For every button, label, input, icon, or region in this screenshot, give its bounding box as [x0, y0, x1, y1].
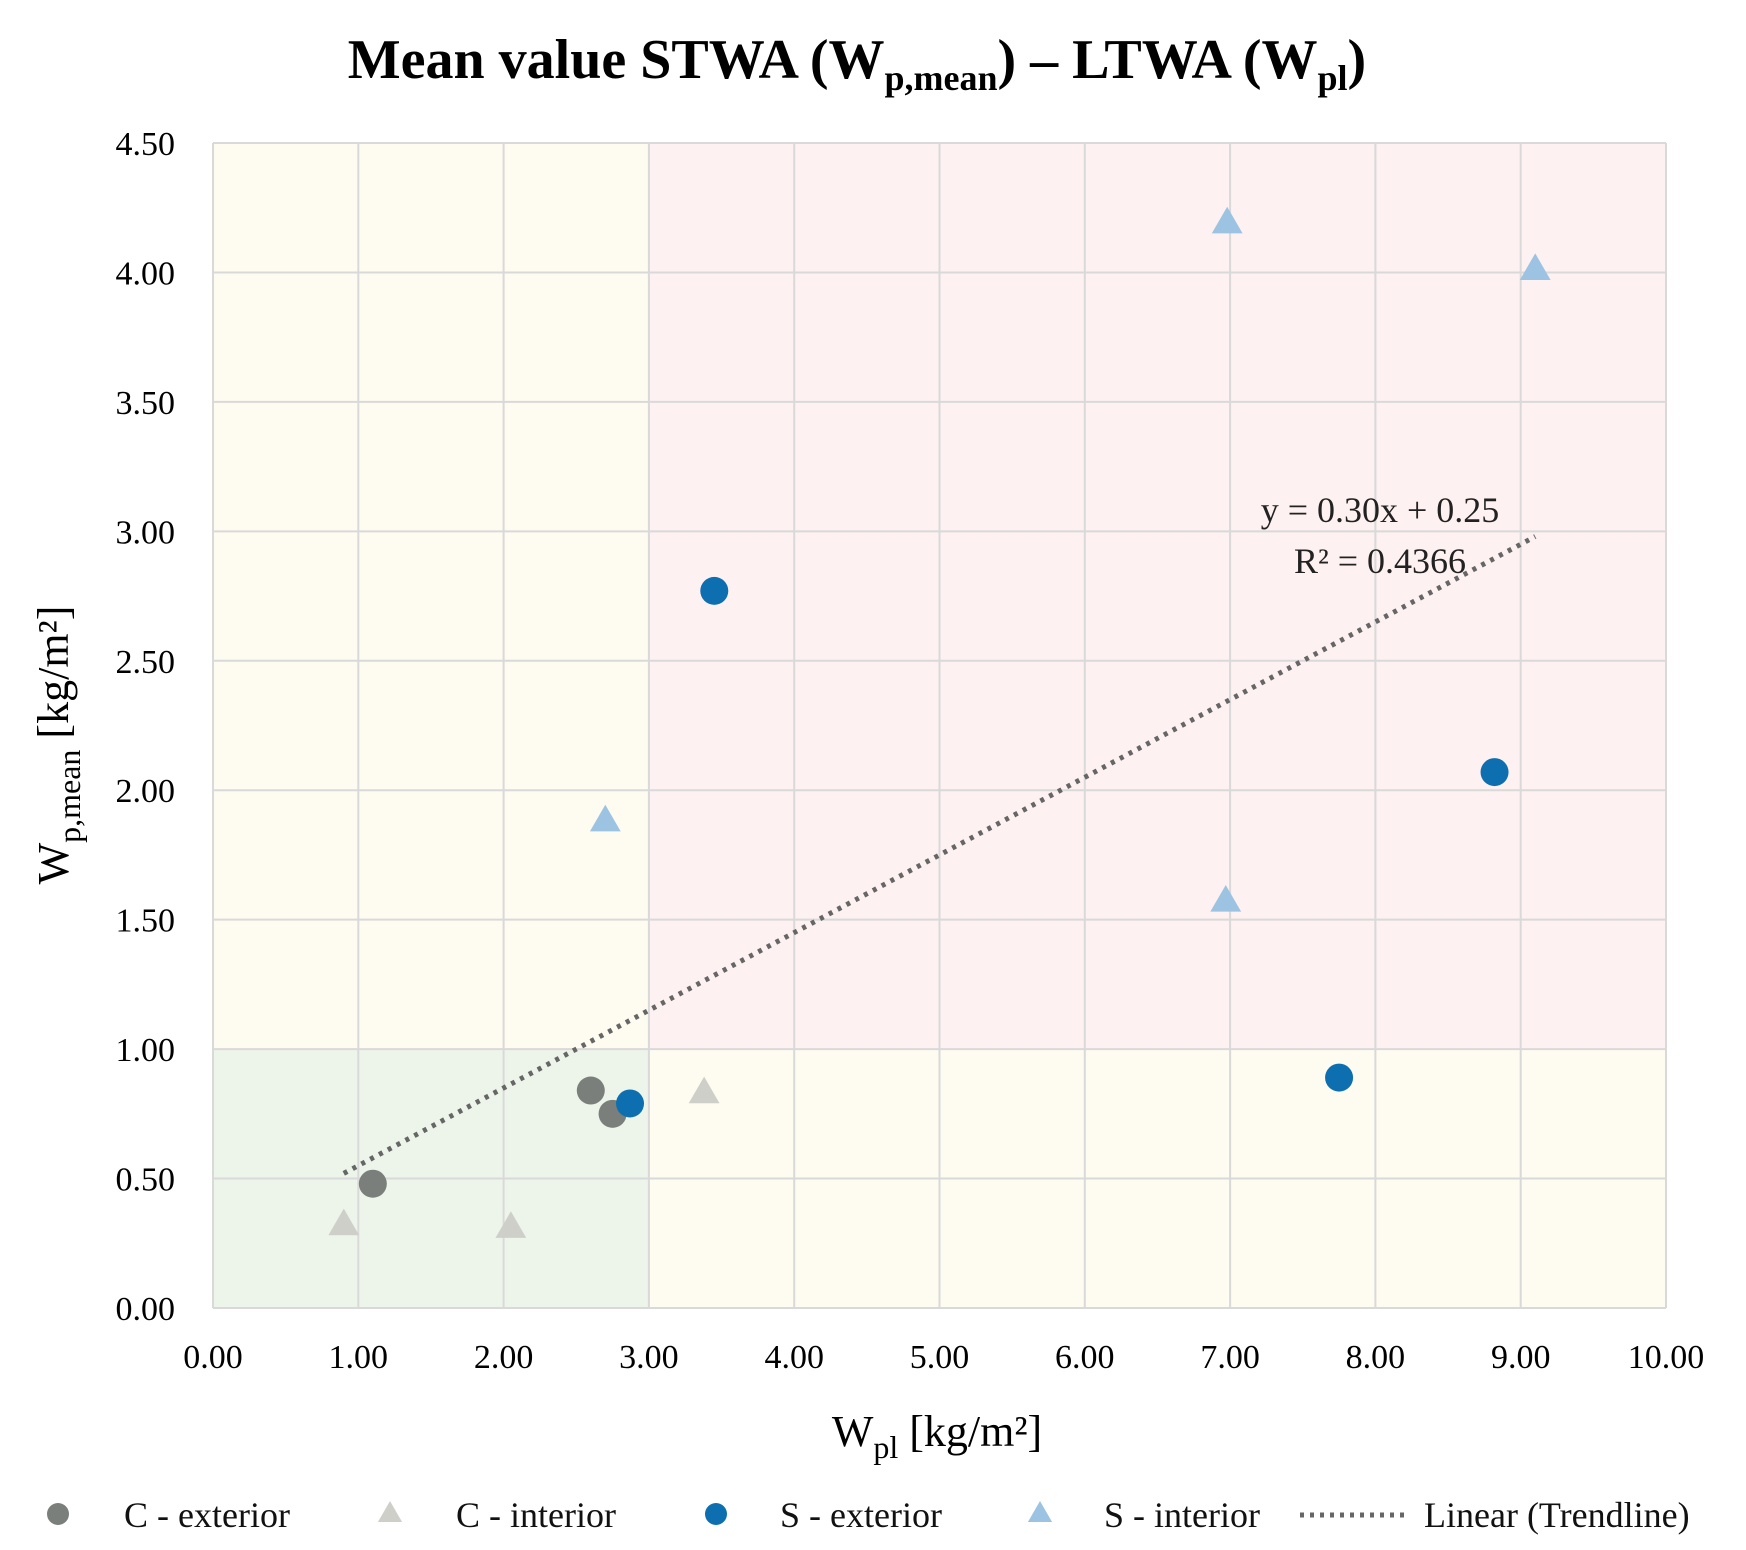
legend-marker-c-exterior: [47, 1503, 69, 1525]
y-axis-label: Wp,mean [kg/m²]: [29, 606, 87, 885]
s-interior-point: [1210, 885, 1242, 912]
x-axis-label: Wpl [kg/m²]: [832, 1407, 1042, 1465]
x-axis-label-main: W: [832, 1407, 874, 1456]
legend-label-s-interior: S - interior: [1104, 1495, 1260, 1535]
s-exterior-point: [700, 576, 729, 605]
y-tick-label: 1.50: [116, 903, 176, 940]
legend: C - exterior C - interior S - exterior S - …: [47, 1495, 1690, 1535]
upper-left-zone: [213, 143, 649, 1050]
x-tick-label: 5.00: [910, 1339, 970, 1376]
title-suffix: ): [1348, 29, 1367, 91]
y-tick-label: 4.50: [116, 126, 176, 163]
legend-label-s-exterior: S - exterior: [780, 1495, 942, 1535]
data-points: [328, 206, 1551, 1238]
x-tick-label: 8.00: [1346, 1339, 1406, 1376]
x-tick-label: 6.00: [1055, 1339, 1115, 1376]
c-interior-point: [328, 1208, 360, 1236]
title-sub-1: p,mean: [884, 58, 997, 98]
gridlines: [212, 142, 1667, 1309]
y-tick-label: 3.00: [116, 514, 176, 551]
title-sub-2: pl: [1318, 58, 1348, 98]
x-tick-label: 10.00: [1628, 1339, 1705, 1376]
y-tick-label: 2.50: [116, 644, 176, 681]
y-axis-label-main: W: [29, 842, 78, 884]
c-interior-point: [495, 1211, 527, 1238]
x-tick-label: 3.00: [619, 1339, 679, 1376]
y-tick-label: 1.00: [116, 1032, 176, 1069]
s-interior-point: [1211, 206, 1243, 234]
x-tick-label: 0.00: [183, 1339, 243, 1376]
y-tick-label: 0.00: [116, 1291, 176, 1328]
s-exterior-point: [1480, 758, 1509, 787]
y-tick-labels: 0.00 0.50 1.00 1.50 2.00 2.50 3.00 3.50 4.00 4.50: [116, 126, 176, 1328]
legend-marker-c-interior: [377, 1501, 403, 1522]
y-axis-label-unit: [kg/m²]: [29, 606, 78, 750]
x-axis-label-sub: pl: [873, 1429, 898, 1465]
trendline-equation: y = 0.30x + 0.25: [1261, 490, 1500, 530]
x-tick-label: 1.00: [329, 1339, 389, 1376]
x-axis-label-unit: [kg/m²]: [898, 1407, 1042, 1456]
y-tick-label: 3.50: [116, 385, 176, 422]
title-mid: ) – LTWA (W: [998, 29, 1318, 91]
s-exterior-point: [1325, 1063, 1354, 1092]
y-tick-label: 4.00: [116, 255, 176, 292]
trendline-r-squared: R² = 0.4366: [1294, 541, 1466, 581]
c-exterior-point: [358, 1169, 387, 1198]
x-tick-label: 9.00: [1491, 1339, 1551, 1376]
x-tick-label: 2.00: [474, 1339, 534, 1376]
x-tick-label: 7.00: [1200, 1339, 1260, 1376]
legend-label-trendline: Linear (Trendline): [1424, 1495, 1690, 1535]
chart-title: Mean value STWA (Wp,mean) – LTWA (Wpl): [348, 29, 1366, 98]
y-tick-label: 0.50: [116, 1162, 176, 1199]
legend-label-c-interior: C - interior: [456, 1495, 616, 1535]
c-exterior-point: [576, 1076, 605, 1105]
x-tick-label: 4.00: [764, 1339, 824, 1376]
upper-right-zone: [648, 143, 1666, 1050]
x-tick-labels: 0.00 1.00 2.00 3.00 4.00 5.00 6.00 7.00 8.00 9.00…: [183, 1339, 1704, 1376]
s-interior-point: [1519, 253, 1551, 280]
legend-label-c-exterior: C - exterior: [124, 1495, 290, 1535]
s-exterior-point: [616, 1089, 645, 1118]
y-tick-label: 2.00: [116, 773, 176, 810]
legend-marker-s-exterior: [705, 1503, 727, 1525]
background-zones: [213, 143, 1666, 1308]
c-interior-point: [688, 1076, 720, 1104]
title-prefix: Mean value STWA (W: [348, 29, 885, 91]
s-interior-point: [589, 804, 621, 832]
legend-marker-s-interior: [1027, 1501, 1053, 1522]
y-axis-label-sub: p,mean: [51, 750, 87, 843]
